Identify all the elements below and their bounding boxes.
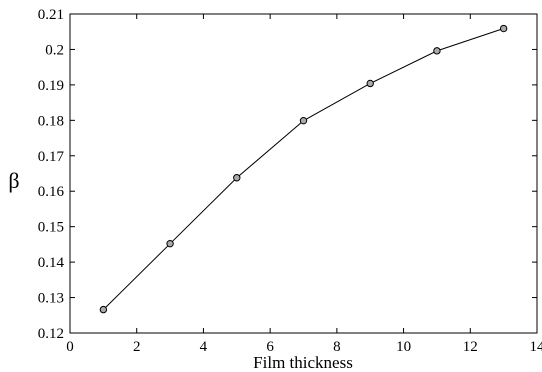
x-tick-labels: 0 2 4 6 8 10 12 14 — [66, 339, 542, 355]
y-tick-label: 0.16 — [38, 184, 65, 200]
data-point — [99, 305, 108, 314]
x-tick-label: 4 — [200, 339, 208, 355]
data-point — [299, 116, 308, 125]
y-tick-label: 0.13 — [38, 291, 64, 307]
data-point — [433, 47, 441, 55]
data-points — [99, 24, 508, 314]
y-axis-label: β — [8, 168, 19, 193]
x-tick-label: 6 — [266, 339, 274, 355]
series-line — [103, 28, 504, 310]
x-tick-label: 0 — [66, 339, 74, 355]
axis-ticks — [69, 13, 538, 334]
y-tick-labels: 0.12 0.13 0.14 0.15 0.16 0.17 0.18 0.19 0.2 0.21 — [38, 7, 65, 342]
x-axis-label: Film thickness — [253, 353, 353, 372]
y-tick-label: 0.2 — [45, 42, 64, 58]
y-tick-label: 0.21 — [38, 7, 64, 23]
plot-frame — [69, 13, 538, 334]
y-tick-label: 0.14 — [38, 255, 65, 271]
y-tick-label: 0.17 — [38, 149, 65, 165]
x-tick-label: 2 — [133, 339, 141, 355]
x-tick-label: 8 — [333, 339, 341, 355]
x-tick-label: 10 — [396, 339, 411, 355]
data-point — [499, 24, 508, 33]
x-tick-label: 14 — [530, 339, 542, 355]
y-tick-label: 0.12 — [38, 326, 64, 342]
data-point — [366, 79, 374, 88]
y-tick-label: 0.19 — [38, 78, 64, 94]
data-point — [233, 174, 241, 182]
y-tick-label: 0.18 — [38, 113, 64, 129]
x-tick-label: 12 — [463, 339, 478, 355]
y-tick-label: 0.15 — [38, 220, 64, 236]
data-point — [166, 239, 174, 248]
